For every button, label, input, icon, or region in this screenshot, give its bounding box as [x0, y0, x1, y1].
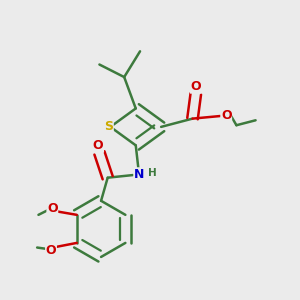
Text: O: O — [93, 139, 104, 152]
Text: N: N — [134, 168, 144, 181]
Text: O: O — [190, 80, 201, 93]
Text: O: O — [47, 202, 58, 215]
Text: O: O — [46, 244, 56, 257]
Text: S: S — [104, 120, 113, 134]
Text: O: O — [221, 109, 232, 122]
Text: H: H — [148, 168, 157, 178]
